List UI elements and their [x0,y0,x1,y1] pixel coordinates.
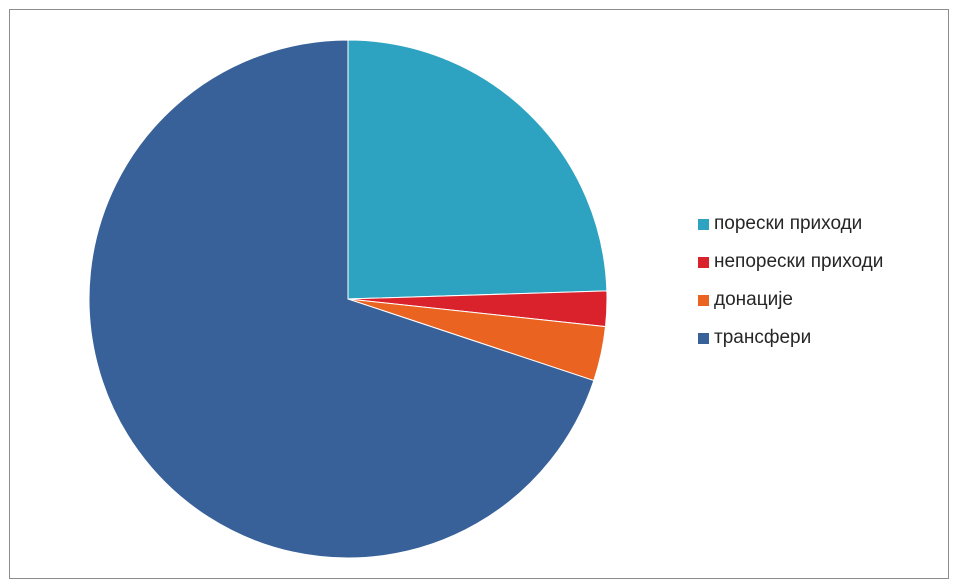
legend-label-0: порески приходи [714,213,863,234]
legend-item-1: непорески приходи [698,251,883,273]
legend-item-0: порески приходи [698,213,883,235]
legend: порески приходи непорески приходи донаци… [698,213,883,365]
pie-slice-0 [347,39,608,300]
legend-swatch-1 [698,256,709,268]
legend-swatch-3 [698,332,709,344]
legend-label-2: донације [714,289,793,310]
legend-swatch-2 [698,294,709,306]
legend-label-3: трансфери [714,327,812,348]
pie-chart [88,39,608,559]
legend-label-1: непорески приходи [714,251,884,272]
legend-item-3: трансфери [698,327,883,349]
legend-swatch-0 [698,218,709,230]
legend-item-2: донације [698,289,883,311]
chart-area: порески приходи непорески приходи донаци… [9,9,949,579]
pie-slice-3 [88,39,595,559]
